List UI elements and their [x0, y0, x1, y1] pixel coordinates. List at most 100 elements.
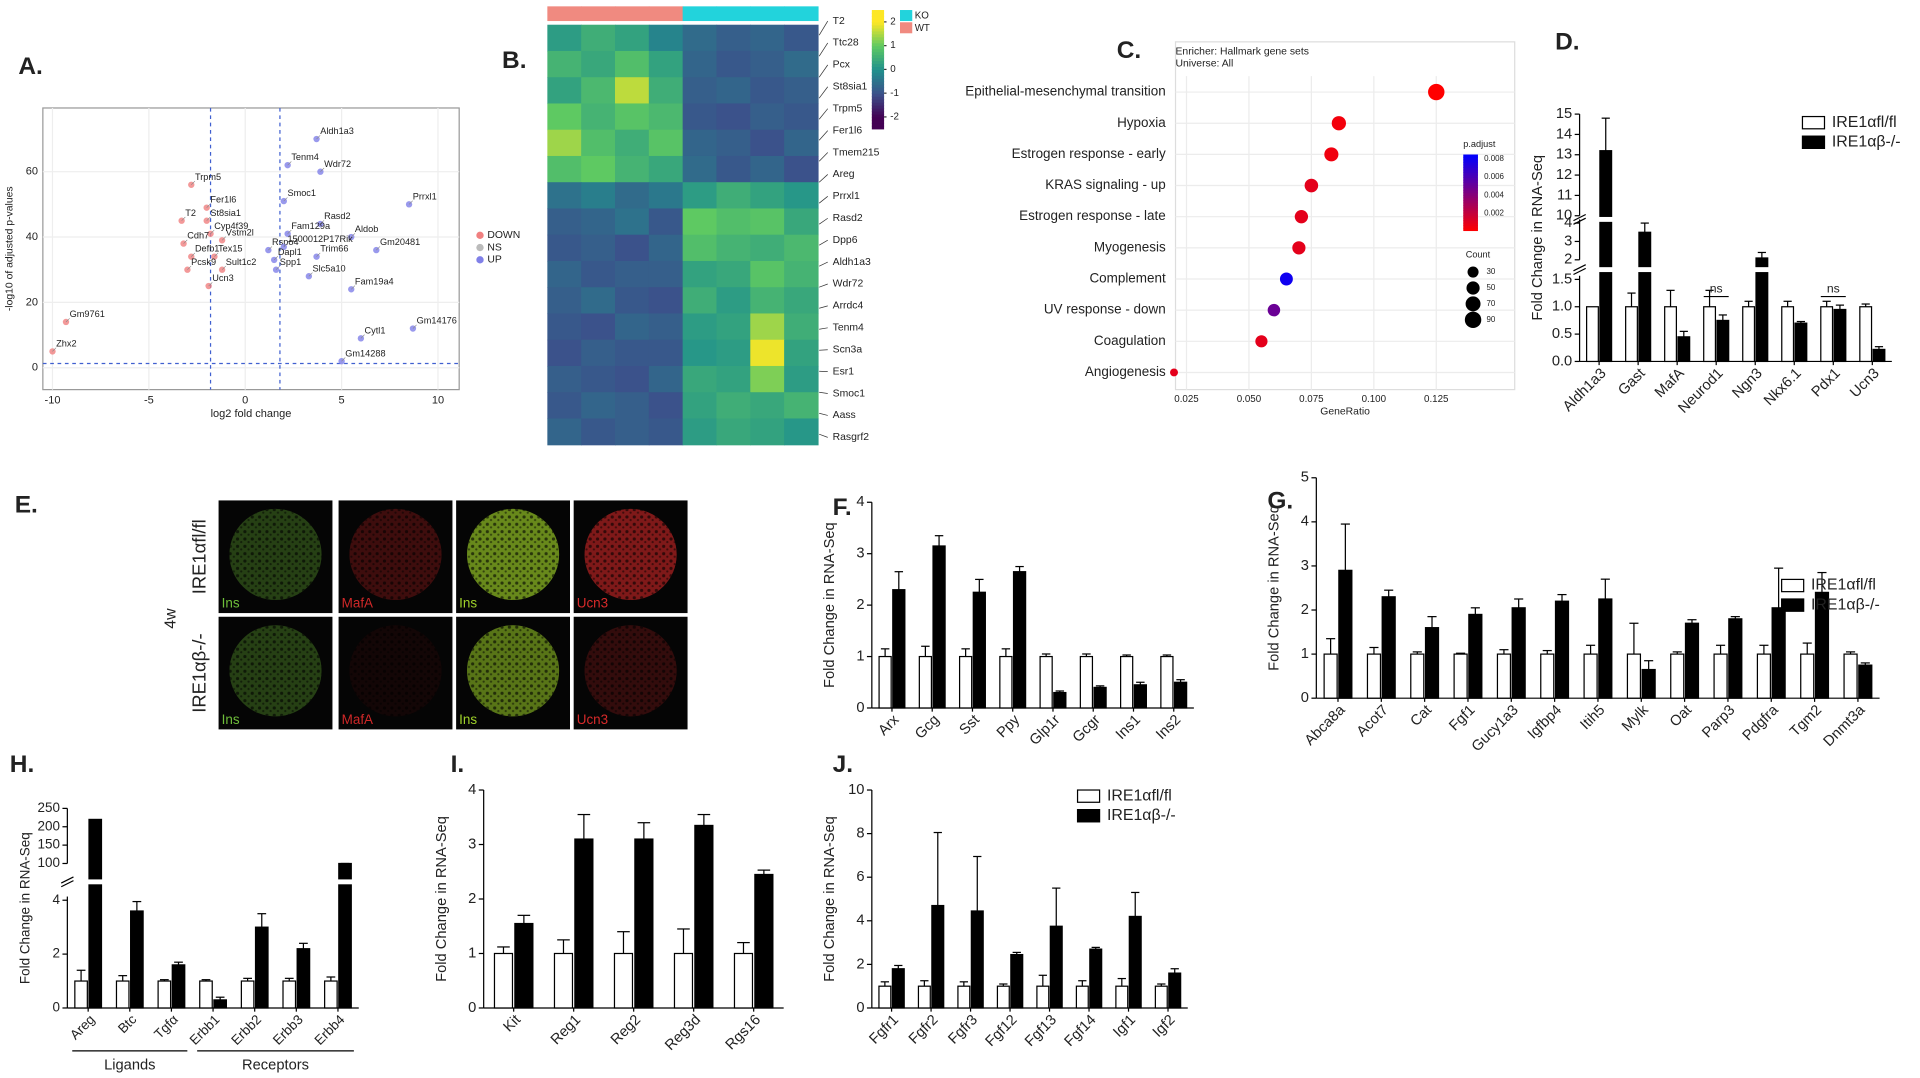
heat-cell — [682, 77, 718, 105]
bar — [958, 655, 973, 709]
x-tick-label: Aldh1a3 — [1560, 365, 1609, 414]
x-tick-label: Fgf1 — [1446, 702, 1478, 734]
panel-label: D. — [1555, 29, 1579, 56]
bar — [171, 964, 186, 1009]
x-axis-label: GeneRatio — [1320, 406, 1370, 417]
column-annotation — [581, 6, 616, 22]
legend-swatch — [1076, 809, 1101, 823]
panel-label: I. — [451, 751, 465, 778]
category-label: Estrogen response - late — [1019, 208, 1166, 223]
bar — [972, 591, 986, 709]
bar — [1755, 257, 1769, 363]
x-tick-label: Fgf12 — [983, 1012, 1021, 1050]
colorbar-step — [1463, 182, 1478, 186]
heat-cell — [615, 103, 650, 131]
heat-cell — [682, 103, 718, 131]
bar — [917, 985, 931, 1009]
y-tick-label: 0.5 — [1552, 326, 1572, 342]
group-label: Ligands — [104, 1057, 155, 1073]
bar — [1410, 653, 1425, 699]
gene-leader — [819, 327, 828, 330]
heat-cell — [716, 129, 751, 157]
size-swatch — [1465, 296, 1481, 312]
heat-cell — [784, 77, 819, 105]
gene-leader — [818, 130, 829, 141]
dot — [1294, 210, 1309, 224]
bar — [1036, 985, 1050, 1009]
point-label: Defb1 — [195, 244, 219, 254]
point-label: Trpm5 — [195, 172, 221, 182]
colorbar-step — [1463, 225, 1478, 229]
bar — [1833, 308, 1847, 363]
heat-cell — [615, 260, 650, 288]
heat-cell — [581, 365, 616, 393]
size-label: 90 — [1487, 315, 1496, 324]
heat-cell — [648, 182, 684, 210]
significance-label: ns — [1827, 281, 1840, 295]
x-tick-label: Igfbp4 — [1525, 702, 1565, 742]
bar — [553, 952, 574, 1009]
bar — [1638, 231, 1652, 363]
bar — [1716, 319, 1730, 363]
y-tick-label: 5 — [1301, 470, 1309, 486]
bar — [1626, 653, 1642, 699]
bar — [1742, 306, 1756, 363]
x-tick-label: Gcgr — [1070, 712, 1104, 746]
point-label: Rasd2 — [324, 211, 351, 221]
label-leader — [221, 236, 226, 241]
colorbar-step — [1463, 222, 1478, 226]
heat-cell — [547, 418, 582, 446]
heat-cell — [615, 24, 650, 52]
bar — [1771, 607, 1786, 699]
gene-label: Rasd2 — [833, 213, 863, 224]
bar — [1800, 653, 1815, 699]
y-tick-label: 2 — [53, 946, 60, 961]
bar — [931, 904, 945, 1009]
legend-swatch — [476, 256, 484, 264]
colorbar-step — [1463, 210, 1478, 214]
gene-label: T2 — [833, 16, 845, 27]
gene-label: Tenm4 — [833, 323, 864, 334]
column-annotation — [784, 6, 819, 22]
bar — [1858, 664, 1873, 699]
point-label: Tenm4 — [291, 152, 319, 162]
legend-label: IRE1αfl/fl — [1832, 114, 1897, 131]
gene-label: Pcx — [833, 60, 851, 71]
heat-cell — [750, 260, 785, 288]
colorbar-step — [871, 66, 885, 71]
bar — [878, 985, 892, 1009]
colorbar-step — [1463, 157, 1478, 161]
y-tick-label: 0.0 — [1552, 353, 1572, 369]
bar — [1756, 653, 1772, 699]
x-tick-label: 0.100 — [1362, 394, 1387, 405]
heat-cell — [716, 103, 751, 131]
x-tick-label: 0.125 — [1424, 394, 1449, 405]
label-leader — [360, 334, 365, 339]
heat-cell — [547, 260, 582, 288]
colorbar-step — [871, 24, 885, 29]
point-label: Fam19a4 — [355, 276, 394, 286]
gene-label: Scn3a — [833, 344, 863, 355]
colorbar-label: 0.008 — [1484, 154, 1504, 163]
heat-cell — [547, 339, 582, 367]
bar — [1168, 972, 1182, 1009]
heat-cell — [682, 50, 718, 78]
bar — [1093, 686, 1107, 709]
y-tick-label: 8 — [856, 825, 864, 841]
heat-cell — [581, 234, 616, 262]
islet-texture — [349, 508, 442, 601]
y-tick-label: 4 — [1301, 514, 1309, 530]
bar — [673, 952, 694, 1009]
bar — [1075, 985, 1089, 1009]
colorbar-label: 2 — [890, 16, 895, 27]
legend-label: IRE1αβ-/- — [1832, 133, 1901, 150]
colorbar-step — [871, 42, 885, 47]
dot — [1428, 83, 1445, 101]
x-axis-label: log2 fold change — [211, 408, 292, 420]
panel-label: G. — [1267, 488, 1293, 515]
gene-leader — [818, 217, 828, 225]
heat-cell — [581, 313, 616, 341]
point-label: Gm14288 — [345, 348, 385, 358]
heat-cell — [682, 392, 718, 420]
point-label: Gm20481 — [380, 237, 420, 247]
